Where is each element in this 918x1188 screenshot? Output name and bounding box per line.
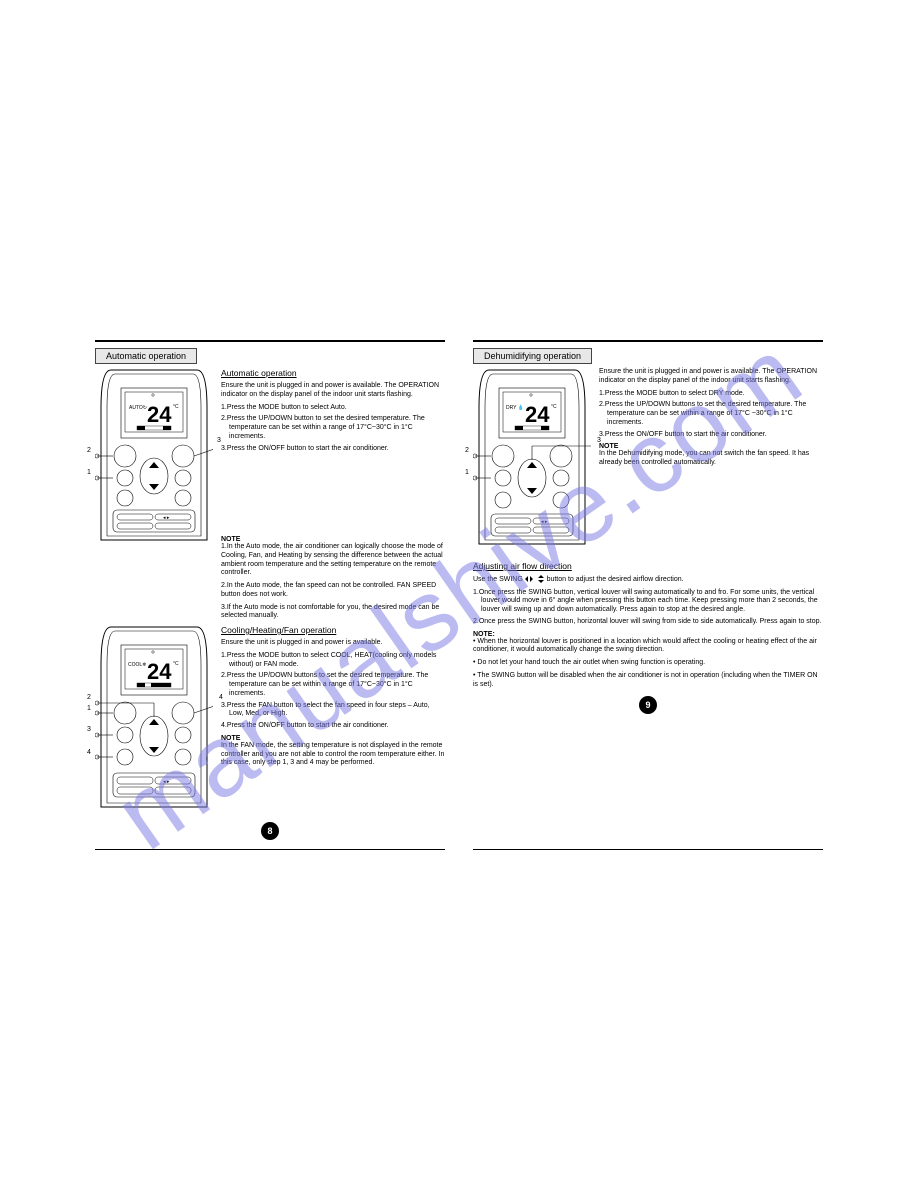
svg-text:◂ ▸: ◂ ▸ xyxy=(163,515,170,521)
left-bottom-rule xyxy=(95,849,445,850)
auto-step-1: 1.Press the MODE button to select Auto. xyxy=(221,404,445,413)
cool-step-3: 3.Press the FAN button to select the fan… xyxy=(221,702,445,720)
airflow-step-2: 2.Once press the SWING button, horizonta… xyxy=(473,618,823,627)
cool-callout-3: 3 xyxy=(87,726,91,733)
swing-ud-icon xyxy=(537,575,545,583)
display-temp-cool: 24 xyxy=(147,659,172,684)
remote-cool: COOL❄ 24 °C xyxy=(95,625,213,810)
display-unit-dry: °C xyxy=(551,404,557,410)
cool-callout-1: 1 xyxy=(87,705,91,712)
airflow-note-heading: NOTE: xyxy=(473,631,823,638)
dry-note-heading: NOTE xyxy=(599,443,823,450)
dry-intro: Ensure the unit is plugged in and power … xyxy=(599,368,823,386)
display-unit-auto: °C xyxy=(173,404,179,410)
cool-step-2: 2.Press the UP/DOWN buttons to set the d… xyxy=(221,672,445,698)
right-column: Dehumidifying operation DRY 💧 24 °C xyxy=(473,340,823,850)
swing-lr-icon xyxy=(525,575,533,583)
display-temp-auto: 24 xyxy=(147,402,172,427)
two-column-layout: Automatic operation AUTO↻ 24 °C xyxy=(0,0,918,850)
remote-auto: AUTO↻ 24 °C xyxy=(95,368,213,543)
note-line-3: 3.If the Auto mode is not comfortable fo… xyxy=(221,604,445,622)
cool-intro: Ensure the unit is plugged in and power … xyxy=(221,639,445,648)
top-rule-r xyxy=(473,340,823,342)
auto-note-block: NOTE 1.In the Auto mode, the air conditi… xyxy=(95,536,445,621)
left-column: Automatic operation AUTO↻ 24 °C xyxy=(95,340,445,850)
right-title-box: Dehumidifying operation xyxy=(473,348,592,364)
airflow-step2-text: 2.Once press the SWING button, horizonta… xyxy=(473,618,821,625)
dry-text: Ensure the unit is plugged in and power … xyxy=(599,368,823,553)
cool-note: In the FAN mode, the setting temperature… xyxy=(221,742,445,768)
page-num-left: 8 xyxy=(261,822,279,840)
callout-2: 2 xyxy=(87,447,91,454)
display-mode-cool: COOL❄ xyxy=(128,662,146,668)
airflow-note3-text: The SWING button will be disabled when t… xyxy=(473,672,818,688)
airflow-note1-text: When the horizontal louver is positioned… xyxy=(473,638,817,654)
display-temp-dry: 24 xyxy=(525,402,550,427)
airflow-note-2: • Do not let your hand touch the air out… xyxy=(473,659,823,668)
airflow-intro: Use the SWING button to adjust the desir… xyxy=(473,575,823,585)
right-section-dry: DRY 💧 24 °C xyxy=(473,368,823,553)
top-rule xyxy=(95,340,445,342)
display-mode-auto: AUTO↻ xyxy=(129,405,147,411)
cool-step-4: 4.Press the ON/OFF button to start the a… xyxy=(221,722,445,731)
svg-text:◂ ▸: ◂ ▸ xyxy=(541,519,548,525)
remote-auto-wrap: AUTO↻ 24 °C xyxy=(95,368,213,548)
cool-note-heading: NOTE xyxy=(221,735,445,742)
cool-callout-4b: 4 xyxy=(219,694,223,701)
dry-step-2: 2.Press the UP/DOWN buttons to set the d… xyxy=(599,401,823,427)
airflow-intro-suffix: button to adjust the desired airflow dir… xyxy=(547,576,684,583)
auto-step-3: 3.Press the ON/OFF button to start the a… xyxy=(221,445,445,454)
display-unit-cool: °C xyxy=(173,661,179,667)
airflow-note-1: • When the horizontal louver is position… xyxy=(473,638,823,656)
left-section-auto: AUTO↻ 24 °C xyxy=(95,368,445,548)
dry-note: In the Dehumidifying mode, you can not s… xyxy=(599,450,823,468)
remote-dry: DRY 💧 24 °C xyxy=(473,368,591,548)
callout-1: 1 xyxy=(87,469,91,476)
airflow-section: Adjusting air flow direction Use the SWI… xyxy=(473,561,823,689)
cool-callout-2: 2 xyxy=(87,694,91,701)
dry-step-1: 1.Press the MODE button to select DRY mo… xyxy=(599,390,823,399)
auto-text: Automatic operation Ensure the unit is p… xyxy=(221,368,445,548)
airflow-note-3: • The SWING button will be disabled when… xyxy=(473,672,823,690)
note-line-2: 2.In the Auto mode, the fan speed can no… xyxy=(221,582,445,600)
left-title-box: Automatic operation xyxy=(95,348,197,364)
callout-3: 3 xyxy=(217,437,221,444)
cool-text: Cooling/Heating/Fan operation Ensure the… xyxy=(221,625,445,815)
page-num-right: 9 xyxy=(639,696,657,714)
airflow-step1-text: 1.Once press the SWING button, vertical … xyxy=(473,589,818,614)
airflow-note2-text: Do not let your hand touch the air outle… xyxy=(477,659,705,666)
auto-intro: Ensure the unit is plugged in and power … xyxy=(221,382,445,400)
dry-callout-3: 3 xyxy=(597,437,601,444)
dry-step-3: 3.Press the ON/OFF button to start the a… xyxy=(599,431,823,440)
display-mode-dry: DRY 💧 xyxy=(506,404,524,411)
dry-callout-1: 1 xyxy=(465,469,469,476)
cool-step-1: 1.Press the MODE button to select COOL, … xyxy=(221,652,445,670)
remote-dry-wrap: DRY 💧 24 °C xyxy=(473,368,591,553)
note-line-1: 1.In the Auto mode, the air conditioner … xyxy=(221,543,445,578)
airflow-step-1: 1.Once press the SWING button, vertical … xyxy=(473,589,823,615)
right-footer: 9 xyxy=(473,695,823,714)
cool-callout-4: 4 xyxy=(87,749,91,756)
airflow-intro-prefix: Use the SWING xyxy=(473,576,525,583)
remote-cool-wrap: COOL❄ 24 °C xyxy=(95,625,213,815)
auto-heading: Automatic operation xyxy=(221,368,445,378)
right-bottom-rule xyxy=(473,849,823,850)
airflow-heading: Adjusting air flow direction xyxy=(473,561,823,571)
svg-text:◂ ▸: ◂ ▸ xyxy=(163,779,170,785)
dry-callout-2: 2 xyxy=(465,447,469,454)
left-section-cool: COOL❄ 24 °C xyxy=(95,625,445,815)
auto-step-2: 2.Press the UP/DOWN button to set the de… xyxy=(221,415,445,441)
cool-heading: Cooling/Heating/Fan operation xyxy=(221,625,445,635)
left-footer: 8 xyxy=(95,821,445,840)
